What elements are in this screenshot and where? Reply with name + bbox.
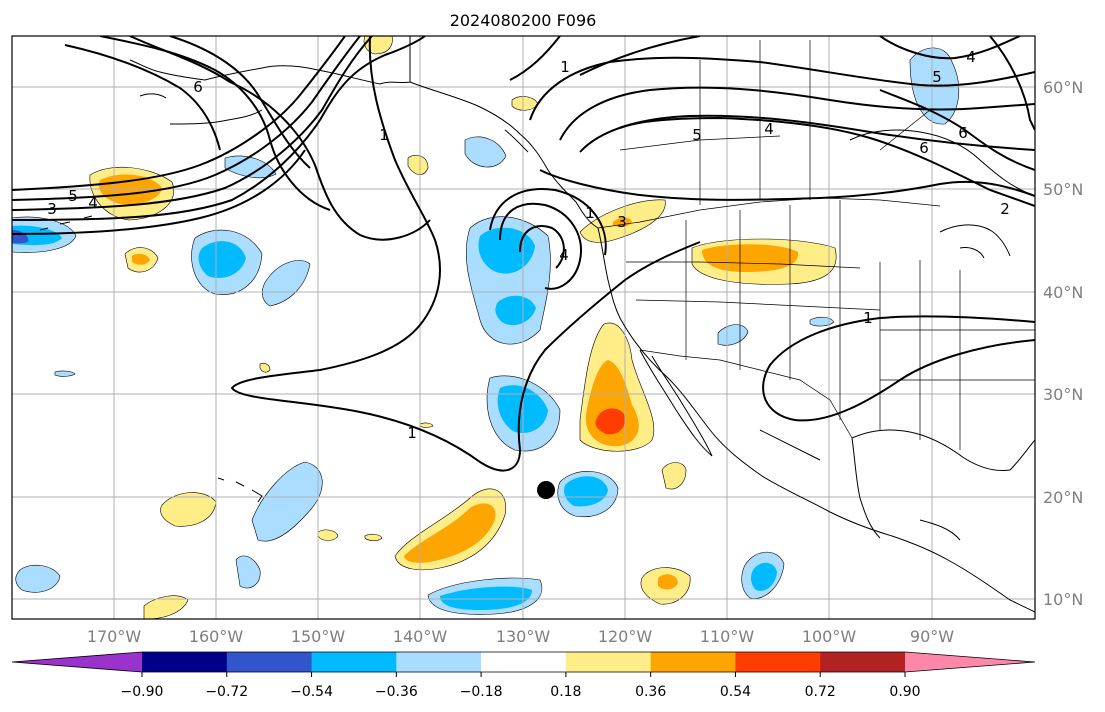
lat-label: 40°N: [1043, 283, 1083, 302]
contour-label: 2: [1000, 200, 1010, 218]
contour-label: 1: [585, 204, 595, 222]
contour-label: 4: [764, 120, 774, 138]
contour-label: 4: [966, 48, 976, 66]
strong-positive-anomaly-fill: [98, 174, 799, 590]
colorbar-tick-label: −0.72: [205, 684, 248, 700]
contour-label: 3: [47, 200, 57, 218]
lat-label: 50°N: [1043, 180, 1083, 199]
contour-label: 4: [559, 246, 569, 264]
colorbar-segment: [142, 652, 228, 672]
lat-label: 10°N: [1043, 590, 1083, 609]
colorbar-segment: [820, 652, 906, 672]
lon-label: 110°W: [700, 627, 755, 646]
contour-label: 5: [692, 126, 702, 144]
lon-label: 90°W: [910, 627, 954, 646]
lat-label: 60°N: [1043, 78, 1083, 97]
storm-location-dot: [537, 481, 555, 499]
contour-label: 5: [68, 187, 78, 205]
peak-positive-anomaly-fill: [595, 408, 625, 435]
contour-label: 5: [932, 68, 942, 86]
contour-label: 6: [958, 124, 968, 142]
colorbar-tick-label: −0.36: [375, 684, 418, 700]
contour-label: 1: [863, 309, 873, 327]
longitude-labels: 170°W 160°W 150°W 140°W 130°W 120°W 110°…: [87, 627, 954, 646]
contour-label: 6: [919, 139, 929, 157]
colorbar-extend-min: [12, 652, 142, 672]
contour-label: 6: [193, 78, 203, 96]
contour-label: 1: [379, 126, 389, 144]
contour-label-group: 6 5 4 3 1 1 1 1 5 4 6 6 5 4 4 3 2 1: [47, 48, 1010, 442]
colorbar-tick-label: 0.90: [889, 684, 920, 700]
contour-label: 4: [88, 194, 98, 212]
lon-label: 150°W: [291, 627, 346, 646]
colorbar-tick-label: 0.54: [720, 684, 751, 700]
colorbar-segment: [311, 652, 397, 672]
colorbar-segment: [396, 652, 482, 672]
lon-label: 130°W: [496, 627, 551, 646]
lat-label: 20°N: [1043, 488, 1083, 507]
contour-lines: [12, 36, 1035, 472]
colorbar-segment: [650, 652, 736, 672]
colorbar-segment: [481, 652, 567, 672]
colorbar-tick-label: 0.72: [805, 684, 836, 700]
contour-label: 1: [407, 424, 417, 442]
lon-label: 140°W: [393, 627, 448, 646]
latitude-labels: 10°N 20°N 30°N 40°N 50°N 60°N: [1043, 78, 1083, 609]
lon-label: 100°W: [802, 627, 857, 646]
lon-label: 120°W: [598, 627, 653, 646]
colorbar-tick-label: −0.18: [460, 684, 503, 700]
colorbar-segment: [565, 652, 652, 672]
colorbar-extend-max: [905, 652, 1035, 672]
coastlines: [39, 36, 1035, 613]
colorbar-tick-label: 0.18: [550, 684, 581, 700]
colorbar-tick-label: 0.36: [635, 684, 666, 700]
colorbar-tick-label: −0.54: [290, 684, 333, 700]
contour-label: 3: [617, 213, 627, 231]
colorbar-segment: [735, 652, 821, 672]
lon-label: 170°W: [87, 627, 142, 646]
contour-label: 1: [560, 58, 570, 76]
colorbar: −0.90 −0.72 −0.54 −0.36 −0.18 0.18 0.36 0.54 0.7…: [11, 651, 1036, 700]
lon-label: 160°W: [189, 627, 244, 646]
map-frame: [11, 35, 1036, 620]
lat-label: 30°N: [1043, 385, 1083, 404]
colorbar-tick-label: −0.90: [121, 684, 164, 700]
colorbar-segment: [226, 652, 313, 672]
map-panel: 6 5 4 3 1 1 1 1 5 4 6 6 5 4 4 3 2 1: [12, 36, 1035, 619]
map-title: 2024080200 F096: [450, 11, 597, 30]
